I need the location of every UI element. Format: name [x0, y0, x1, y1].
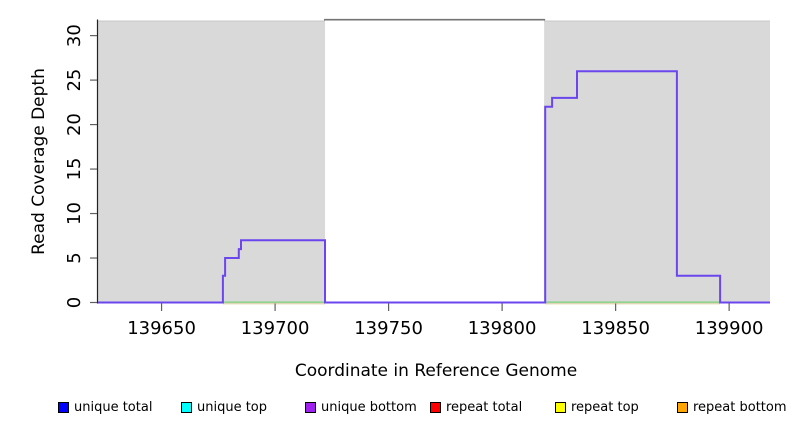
legend-label: unique top	[197, 399, 268, 415]
left-gray-region	[98, 20, 326, 304]
legend-item-unique-top: unique top	[181, 399, 267, 415]
x-tick-label: 139700	[241, 318, 310, 339]
legend-swatch-icon	[677, 401, 688, 413]
x-tick-label: 139900	[695, 318, 764, 339]
right-gray-region	[544, 20, 770, 304]
y-tick-label: 0	[64, 297, 85, 308]
coverage-chart-area: 0 5 10 15 20 25 30 139650 139700 139750 139800 1398…	[29, 18, 770, 381]
legend-swatch-icon	[555, 401, 566, 413]
legend-label: repeat total	[446, 399, 523, 415]
legend-item-unique-total: unique total	[58, 399, 152, 415]
legend-label: repeat bottom	[693, 399, 787, 415]
x-axis-title: Coordinate in Reference Genome	[295, 361, 577, 381]
y-tick-label: 25	[64, 69, 85, 92]
y-tick-label: 20	[64, 113, 85, 136]
x-tick-label: 139850	[581, 318, 650, 339]
x-tick-label: 139800	[468, 318, 537, 339]
x-tick-label: 139750	[354, 318, 423, 339]
legend-swatch-icon	[430, 401, 441, 413]
legend-item-repeat-bottom: repeat bottom	[677, 399, 787, 415]
y-tick-label: 5	[64, 252, 85, 263]
legend-item-repeat-total: repeat total	[430, 399, 522, 415]
y-tick-label: 15	[64, 158, 85, 181]
legend-label: repeat top	[571, 399, 639, 415]
coverage-chart: 0 5 10 15 20 25 30 139650 139700 139750 139800 1398…	[29, 18, 770, 381]
x-tick-label: 139650	[127, 318, 196, 339]
y-tick-label: 30	[64, 24, 85, 47]
y-axis-title: Read Coverage Depth	[29, 68, 49, 255]
legend-swatch-icon	[58, 401, 69, 413]
y-tick-label: 10	[64, 202, 85, 225]
legend: unique total unique top unique bottom repea…	[0, 396, 792, 422]
legend-label: unique total	[74, 399, 153, 415]
legend-item-unique-bottom: unique bottom	[305, 399, 417, 415]
legend-item-repeat-top: repeat top	[555, 399, 639, 415]
coverage-step-line	[98, 70, 770, 304]
legend-label: unique bottom	[321, 399, 417, 415]
legend-swatch-icon	[181, 401, 192, 413]
legend-swatch-icon	[305, 401, 316, 413]
